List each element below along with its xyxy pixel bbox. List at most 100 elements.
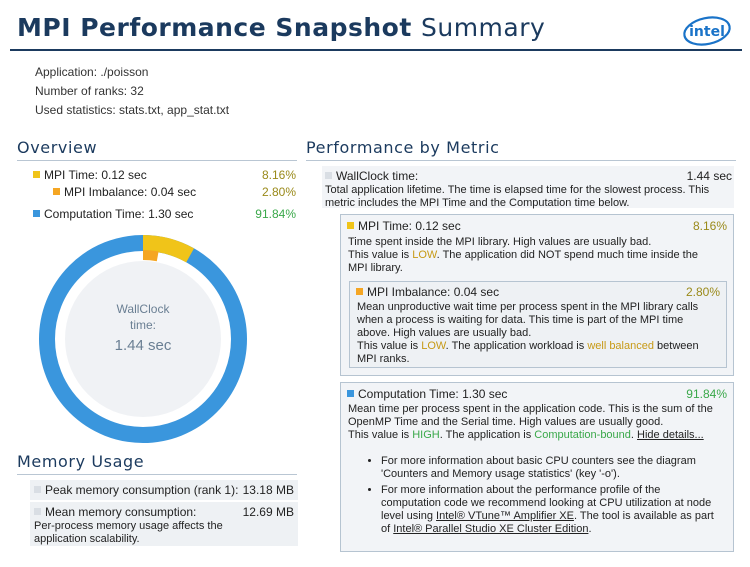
mpi-imbalance-desc-2c: . The application workload is <box>445 340 588 352</box>
page-title-light: Summary <box>420 13 546 42</box>
mpi-imbalance-value: 0.04 sec <box>150 185 197 199</box>
intel-logo-text: intel <box>689 24 725 40</box>
mpi-imbalance-box-value: 0.04 sec <box>453 285 500 299</box>
mpi-time-box-label: MPI Time: <box>358 219 413 233</box>
peak-memory-value: 13.18 MB <box>242 483 294 497</box>
application-value: ./poisson <box>100 65 149 79</box>
mpi-imbalance-box-square <box>356 288 363 295</box>
overview-computation-time: Computation Time: 1.30 sec <box>33 207 193 221</box>
computation-box-header: Computation Time: 1.30 sec <box>347 387 507 401</box>
computation-high-badge: HIGH <box>412 429 440 441</box>
info-ranks: Number of ranks: 32 <box>35 84 144 98</box>
mpi-time-box-desc: Time spent inside the MPI library. High … <box>348 236 718 275</box>
mpi-time-label: MPI Time: <box>44 168 99 182</box>
computation-desc-2a: This value is <box>348 429 413 441</box>
mpi-imbalance-label: MPI Imbalance: <box>64 185 148 199</box>
mpi-imbalance-legend-square <box>53 188 60 195</box>
memory-rule <box>17 474 297 475</box>
overview-mpi-imbalance: MPI Imbalance: 0.04 sec <box>53 185 196 199</box>
overview-mpi-time: MPI Time: 0.12 sec <box>33 168 147 182</box>
mean-memory-label-wrap: Mean memory consumption: <box>34 505 196 519</box>
mean-memory-row: Mean memory consumption: 12.69 MB Per-pr… <box>30 502 298 546</box>
mpi-imbalance-box-pct: 2.80% <box>685 285 720 299</box>
mpi-time-box-header: MPI Time: 0.12 sec <box>347 219 461 233</box>
computation-box: Computation Time: 1.30 sec 91.84% Mean t… <box>340 382 734 552</box>
stats-label: Used statistics: <box>35 103 116 117</box>
intel-logo: intel <box>682 14 732 48</box>
overview-mpi-time-pct: 8.16% <box>261 168 296 182</box>
info-stats: Used statistics: stats.txt, app_stat.txt <box>35 103 229 117</box>
mpi-time-value: 0.12 sec <box>101 168 147 182</box>
mpi-imbalance-box-label: MPI Imbalance: <box>367 285 451 299</box>
overview-title: Overview <box>17 138 98 157</box>
peak-memory-bullet-icon <box>34 486 41 493</box>
mpi-time-desc-2: This value is LOW. The application did N… <box>348 249 718 275</box>
vtune-link[interactable]: Intel® VTune™ Amplifier XE <box>436 510 574 522</box>
donut-center <box>65 261 221 417</box>
mpi-imbalance-desc-2a: This value is <box>357 340 422 352</box>
bullet-vtune: For more information about the performan… <box>381 484 722 536</box>
computation-value: 1.30 sec <box>148 207 194 221</box>
mpi-time-legend-square <box>33 171 40 178</box>
mean-memory-bullet-icon <box>34 508 41 515</box>
ranks-label: Number of ranks: <box>35 84 128 98</box>
bullet-vtune-text-c: . <box>588 523 592 535</box>
overview-mpi-imbalance-pct: 2.80% <box>261 185 296 199</box>
wallclock-label-wrap: WallClock time: <box>325 169 418 183</box>
stats-value: stats.txt, app_stat.txt <box>119 103 230 117</box>
mpi-time-desc-1: Time spent inside the MPI library. High … <box>348 236 652 248</box>
computation-desc-2c: . The application is <box>439 429 535 441</box>
page-title-bold: MPI Performance Snapshot <box>17 13 412 42</box>
computation-box-square <box>347 390 354 397</box>
computation-legend-square <box>33 210 40 217</box>
donut-center-label-1: WallClock <box>117 302 171 316</box>
mpi-time-box-square <box>347 222 354 229</box>
application-label: Application: <box>35 65 98 79</box>
mpi-imbalance-desc-2: This value is LOW. The application workl… <box>357 340 717 366</box>
mpi-imbalance-box-header: MPI Imbalance: 0.04 sec <box>356 285 499 299</box>
computation-box-pct: 91.84% <box>686 387 727 401</box>
mean-memory-label: Mean memory consumption: <box>45 505 197 519</box>
metrics-title: Performance by Metric <box>306 138 500 157</box>
computation-bound-badge: Computation-bound <box>534 429 631 441</box>
wallclock-desc: Total application lifetime. The time is … <box>325 184 710 209</box>
computation-box-label: Computation Time: <box>358 387 459 401</box>
bullet-vtune-text-a: For more information about the performan… <box>381 484 712 522</box>
donut-center-label-2: time: <box>130 318 156 332</box>
peak-memory-label: Peak memory consumption (rank 1): <box>45 483 239 497</box>
mpi-time-desc-2c: . The application did NOT spend much tim… <box>348 249 698 274</box>
overview-computation-pct: 91.84% <box>255 207 296 221</box>
mpi-imbalance-box-desc: Mean unproductive wait time per process … <box>357 301 717 366</box>
computation-bullets: For more information about basic CPU cou… <box>367 455 722 539</box>
parallel-studio-link[interactable]: Intel® Parallel Studio XE Cluster Editio… <box>393 523 589 535</box>
computation-desc-2e: . <box>630 429 638 441</box>
wallclock-donut-chart: WallClock time: 1.44 sec <box>39 235 247 443</box>
computation-desc-1: Mean time per process spent in the appli… <box>348 403 713 428</box>
overview-rule <box>17 160 297 161</box>
hide-details-link[interactable]: Hide details... <box>637 429 704 441</box>
computation-desc-2: This value is HIGH. The application is C… <box>348 429 724 442</box>
bullet-counters: For more information about basic CPU cou… <box>381 455 722 481</box>
header-rule <box>10 49 742 51</box>
donut-mpi-time-arc <box>142 235 195 263</box>
mpi-time-box-value: 0.12 sec <box>415 219 461 233</box>
computation-box-value: 1.30 sec <box>462 387 508 401</box>
mean-memory-value: 12.69 MB <box>242 505 294 519</box>
mpi-time-box: MPI Time: 0.12 sec 8.16% Time spent insi… <box>340 214 734 376</box>
computation-label: Computation Time: <box>44 207 145 221</box>
mpi-time-box-pct: 8.16% <box>692 219 727 233</box>
bullet-vtune-text-b: . The tool is available as part of <box>381 510 714 535</box>
info-application: Application: ./poisson <box>35 65 148 79</box>
mpi-imbalance-balanced-badge: well balanced <box>587 340 654 352</box>
wallclock-value: 1.44 sec <box>686 169 732 183</box>
mpi-imbalance-desc-2e: between MPI ranks. <box>357 340 699 365</box>
peak-memory-label-wrap: Peak memory consumption (rank 1): <box>34 483 238 497</box>
computation-box-desc: Mean time per process spent in the appli… <box>348 403 724 442</box>
metrics-rule <box>306 160 736 161</box>
mean-memory-desc: Per-process memory usage affects the app… <box>34 520 223 545</box>
donut-center-value: 1.44 sec <box>115 337 172 354</box>
wallclock-label: WallClock time: <box>336 169 419 183</box>
memory-title: Memory Usage <box>17 452 145 471</box>
ranks-value: 32 <box>130 84 144 98</box>
donut-mpi-imbalance-arc <box>142 250 159 262</box>
